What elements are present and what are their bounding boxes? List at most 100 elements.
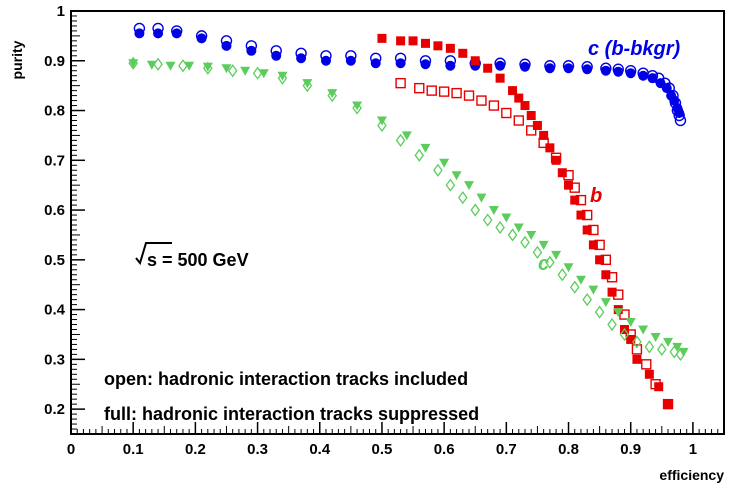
full-triangle-point	[613, 308, 624, 318]
full-markers-note: full: hadronic interaction tracks suppre…	[104, 404, 479, 424]
full-circle-point	[246, 45, 257, 56]
x-tick-label: 0.3	[247, 441, 268, 458]
series-3	[377, 33, 673, 409]
full-circle-point	[271, 50, 282, 61]
full-triangle-point	[526, 230, 537, 240]
x-tick-label: 0.6	[434, 441, 455, 458]
full-square-point	[483, 63, 493, 73]
plot-frame	[70, 10, 725, 435]
open-diamond-point	[457, 191, 468, 205]
full-square-point	[663, 399, 673, 409]
full-square-point	[377, 33, 387, 43]
full-circle-point	[674, 108, 685, 119]
y-tick-label: 0.2	[44, 401, 65, 418]
full-circle-point	[345, 55, 356, 66]
open-markers-note: open: hadronic interaction tracks includ…	[104, 369, 468, 389]
sqrt-icon	[135, 242, 172, 266]
series-layer	[128, 22, 689, 410]
full-triangle-point	[464, 181, 475, 191]
full-triangle-point	[165, 61, 176, 71]
x-tick-label: 0.9	[620, 441, 641, 458]
x-axis-title: efficiency	[659, 467, 724, 483]
open-diamond-point	[532, 245, 543, 259]
open-diamond-point	[557, 268, 568, 282]
full-triangle-point	[327, 89, 338, 99]
series-label-c-bkgr: c (b-bkgr)	[588, 38, 681, 60]
full-triangle-point	[501, 213, 512, 223]
open-diamond-point	[632, 335, 642, 349]
full-square-point	[495, 73, 505, 83]
open-diamond-point	[153, 57, 163, 71]
open-square-point	[476, 95, 487, 106]
full-triangle-point	[184, 61, 195, 71]
full-square-point	[458, 48, 468, 58]
open-diamond-point	[520, 235, 530, 250]
open-diamond-point	[327, 88, 338, 103]
full-square-point	[396, 36, 406, 46]
open-square-point	[526, 125, 537, 136]
full-circle-point	[544, 63, 555, 74]
open-square-point	[414, 82, 425, 94]
full-triangle-point	[352, 101, 363, 111]
full-square-point	[582, 225, 592, 235]
x-tick-label: 0.4	[309, 441, 331, 458]
full-square-point	[557, 168, 567, 178]
open-diamond-point	[470, 203, 481, 217]
full-square-point	[576, 210, 586, 220]
open-square-point	[619, 309, 630, 320]
full-circle-point	[445, 60, 456, 71]
full-triangle-point	[638, 325, 649, 335]
full-square-point	[644, 369, 654, 379]
full-circle-point	[320, 55, 331, 66]
open-diamond-point	[607, 317, 617, 332]
full-circle-point	[647, 73, 658, 84]
y-tick-label: 0.9	[44, 53, 65, 70]
full-square-point	[526, 111, 536, 121]
x-tick-label: 0.8	[558, 441, 579, 458]
full-triangle-point	[563, 263, 574, 273]
full-circle-point	[153, 28, 164, 39]
full-square-point	[433, 41, 443, 51]
x-tick-label: 0.1	[123, 441, 144, 458]
open-diamond-point	[377, 118, 387, 133]
y-tick-label: 0.6	[44, 202, 65, 219]
full-square-point	[570, 195, 580, 205]
x-tick-label: 0.2	[185, 441, 206, 458]
open-square-point	[641, 359, 652, 370]
open-square-point	[438, 86, 450, 97]
y-tick-label: 1	[57, 3, 65, 20]
full-square-point	[445, 43, 455, 53]
full-triangle-point	[672, 342, 683, 352]
full-triangle-point	[128, 59, 139, 69]
full-square-point	[520, 101, 530, 111]
energy-label: s = 500 GeV	[147, 250, 249, 270]
full-triangle-point	[221, 64, 232, 74]
full-square-point	[408, 36, 418, 46]
full-triangle-point	[401, 131, 412, 141]
full-square-point	[626, 334, 636, 344]
full-square-point	[607, 287, 617, 297]
full-triangle-point	[678, 347, 689, 357]
full-square-point	[551, 155, 561, 165]
full-circle-point	[669, 95, 680, 106]
full-triangle-point	[476, 193, 487, 203]
open-diamond-point	[445, 178, 456, 192]
full-triangle-point	[202, 62, 213, 72]
y-tick-label: 0.3	[44, 351, 65, 368]
open-square-point	[463, 90, 475, 101]
full-triangle-point	[376, 116, 387, 126]
open-square-point	[501, 107, 512, 119]
open-diamond-point	[657, 342, 667, 357]
open-diamond-point	[395, 133, 406, 147]
full-triangle-point	[240, 66, 251, 76]
full-triangle-point	[575, 275, 586, 285]
y-tick-label: 0.5	[44, 252, 65, 269]
full-triangle-point	[538, 240, 549, 250]
open-square-point	[451, 87, 462, 99]
full-triangle-point	[650, 332, 661, 342]
open-diamond-point	[619, 327, 630, 342]
full-circle-point	[563, 63, 574, 74]
x-tick-label: 0.5	[372, 441, 393, 458]
full-circle-point	[171, 28, 182, 39]
open-diamond-point	[227, 64, 238, 78]
